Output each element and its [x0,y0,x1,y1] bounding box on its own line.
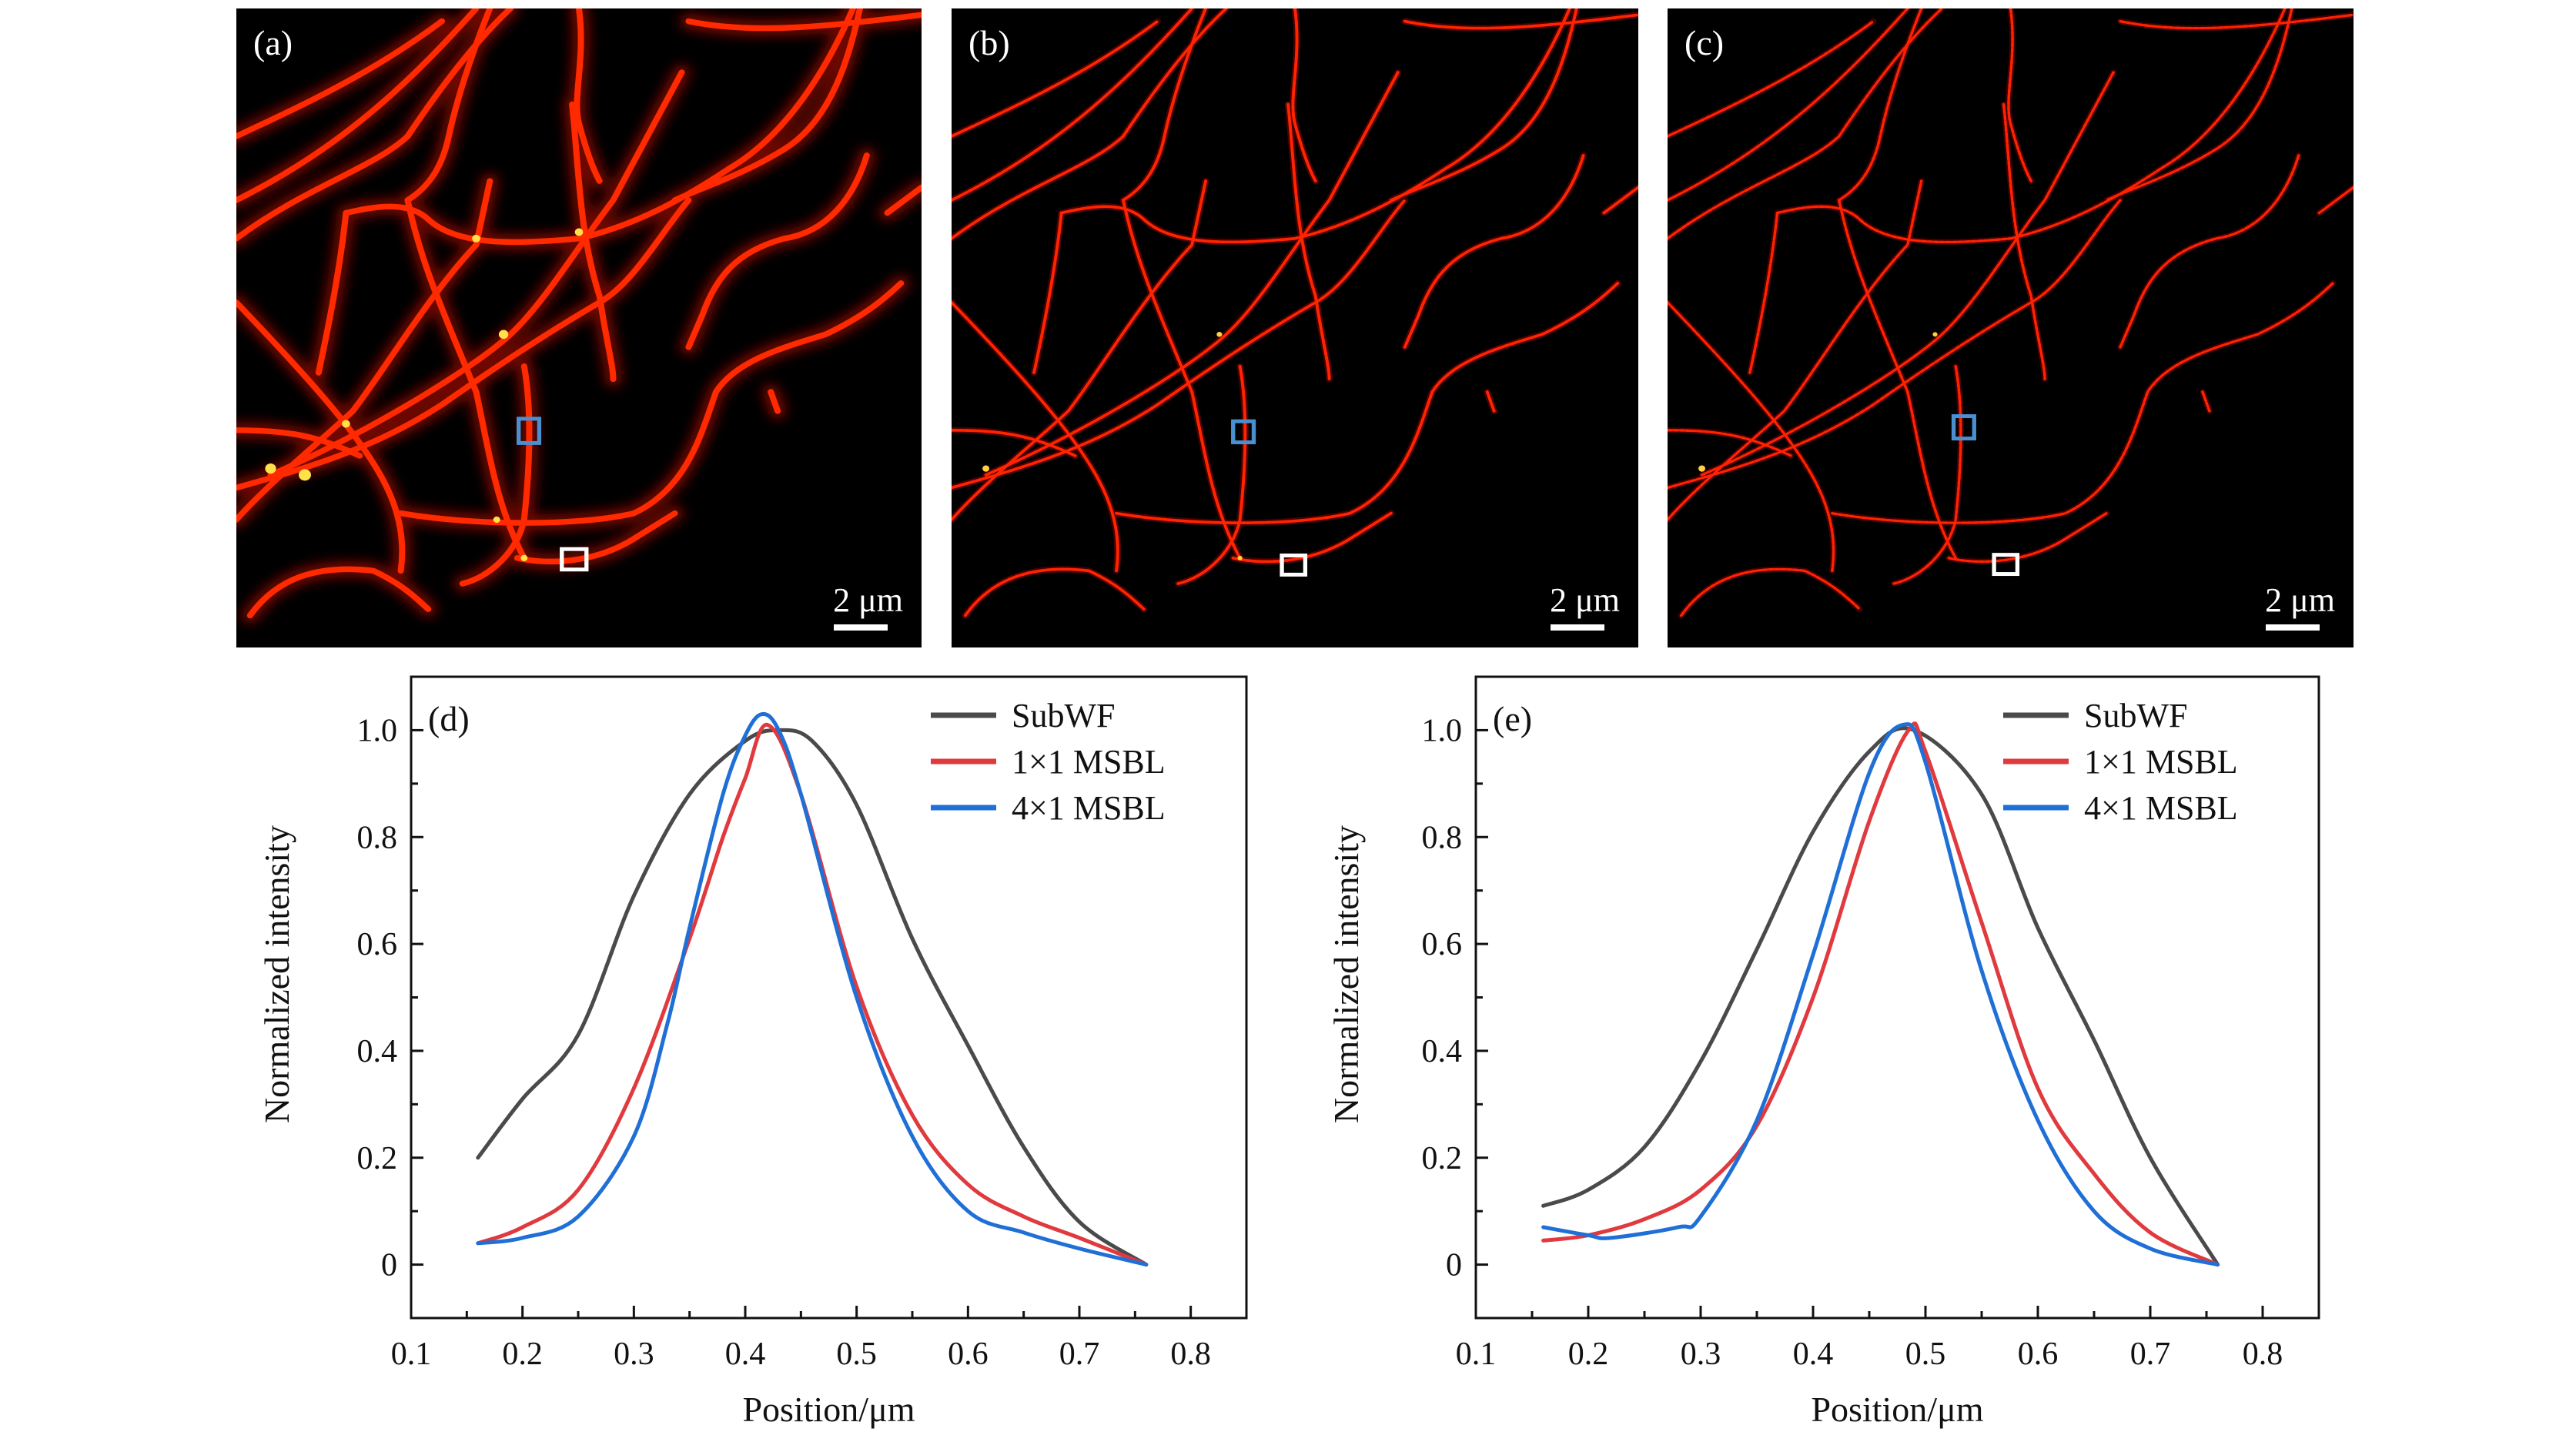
scale-bar [1551,624,1604,631]
x-tick-label: 0.7 [1059,1337,1100,1372]
x-tick-label: 0.8 [2243,1337,2283,1372]
y-tick-label: 0 [1446,1248,1462,1283]
x-tick-label: 0.4 [725,1337,766,1372]
x-axis-label: Position/μm [742,1390,915,1429]
x-tick-label: 0.2 [1568,1337,1609,1372]
roi-box-white [560,547,589,572]
legend-label: 4×1 MSBL [1012,789,1166,827]
panel-label: (e) [1493,699,1532,738]
y-tick-label: 0.6 [357,927,398,962]
series-line-4-1-msbl [1541,722,2220,1267]
panel-label: (a) [253,23,293,62]
y-tick-label: 1.0 [357,713,398,748]
y-tick-label: 0.8 [357,820,398,855]
roi-box-blue [517,417,542,445]
roi-box-blue [1951,414,1976,441]
legend-label: SubWF [1012,697,1115,734]
x-tick-label: 0.8 [1170,1337,1211,1372]
panel-label: (b) [969,23,1010,62]
chart-e: 0.1 0.2 0.3 0.4 0.5 0.6 0.7 0.8 0 0.2 0.4 0.6 0.8 1.0… [1326,675,2320,1429]
y-tick-label: 0 [381,1248,397,1283]
y-axis-label: Normalized intensity [1326,825,1366,1123]
x-tick-label: 0.2 [502,1337,543,1372]
series-line-4-1-msbl [476,711,1149,1267]
legend-label: 4×1 MSBL [2084,789,2238,827]
x-tick-label: 0.5 [836,1337,877,1372]
x-tick-label: 0.1 [1456,1337,1497,1372]
x-tick-label: 0.4 [1793,1337,1834,1372]
roi-box-white [1280,553,1308,577]
scale-bar-label: 2 μm [833,581,903,619]
roi-box-blue [1231,419,1256,445]
microscopy-image [952,8,1638,647]
y-tick-label: 0.6 [1422,927,1463,962]
y-tick-label: 0.4 [1422,1034,1463,1069]
x-tick-label: 0.6 [2018,1337,2059,1372]
x-tick-label: 0.3 [1681,1337,1721,1372]
x-tick-label: 0.5 [1905,1337,1946,1372]
series-line-1-1-msbl [1541,721,2220,1267]
chart-d: 0.1 0.2 0.3 0.4 0.5 0.6 0.7 0.8 0 0.2 0.4 0.6 0.8 1.0… [257,675,1248,1429]
x-tick-label: 0.7 [2130,1337,2171,1372]
legend-label: SubWF [2084,697,2187,734]
panel-a-subwf-image: (a) 2 μm [236,8,922,647]
scale-bar-label: 2 μm [1550,581,1620,619]
y-tick-label: 1.0 [1422,713,1463,748]
series-line-subwf [476,728,1149,1267]
y-tick-label: 0.2 [357,1141,398,1176]
y-axis-label: Normalized intensity [257,825,296,1123]
microscopy-image [1668,8,2354,647]
y-tick-label: 0.2 [1422,1141,1463,1176]
scale-bar [2266,624,2320,631]
panel-b-1x1-msbl-image: (b) 2 μm [952,8,1638,647]
panel-label: (c) [1684,23,1725,62]
x-axis-label: Position/μm [1811,1390,1983,1429]
roi-box-white [1992,553,2020,577]
bright-crossings [265,228,584,561]
legend-label: 1×1 MSBL [1012,743,1166,781]
x-tick-label: 0.1 [391,1337,432,1372]
microscopy-image [236,8,922,647]
panel-label: (d) [428,699,470,738]
legend-label: 1×1 MSBL [2084,743,2238,781]
x-tick-label: 0.6 [948,1337,989,1372]
panel-c-4x1-msbl-image: (c) 2 μm [1668,8,2354,647]
y-tick-label: 0.8 [1422,820,1463,855]
x-tick-label: 0.3 [614,1337,654,1372]
scale-bar [834,624,888,631]
series-line-1-1-msbl [476,722,1149,1267]
series-line-subwf [1541,726,2220,1267]
y-tick-label: 0.4 [357,1034,398,1069]
scale-bar-label: 2 μm [2265,581,2335,619]
